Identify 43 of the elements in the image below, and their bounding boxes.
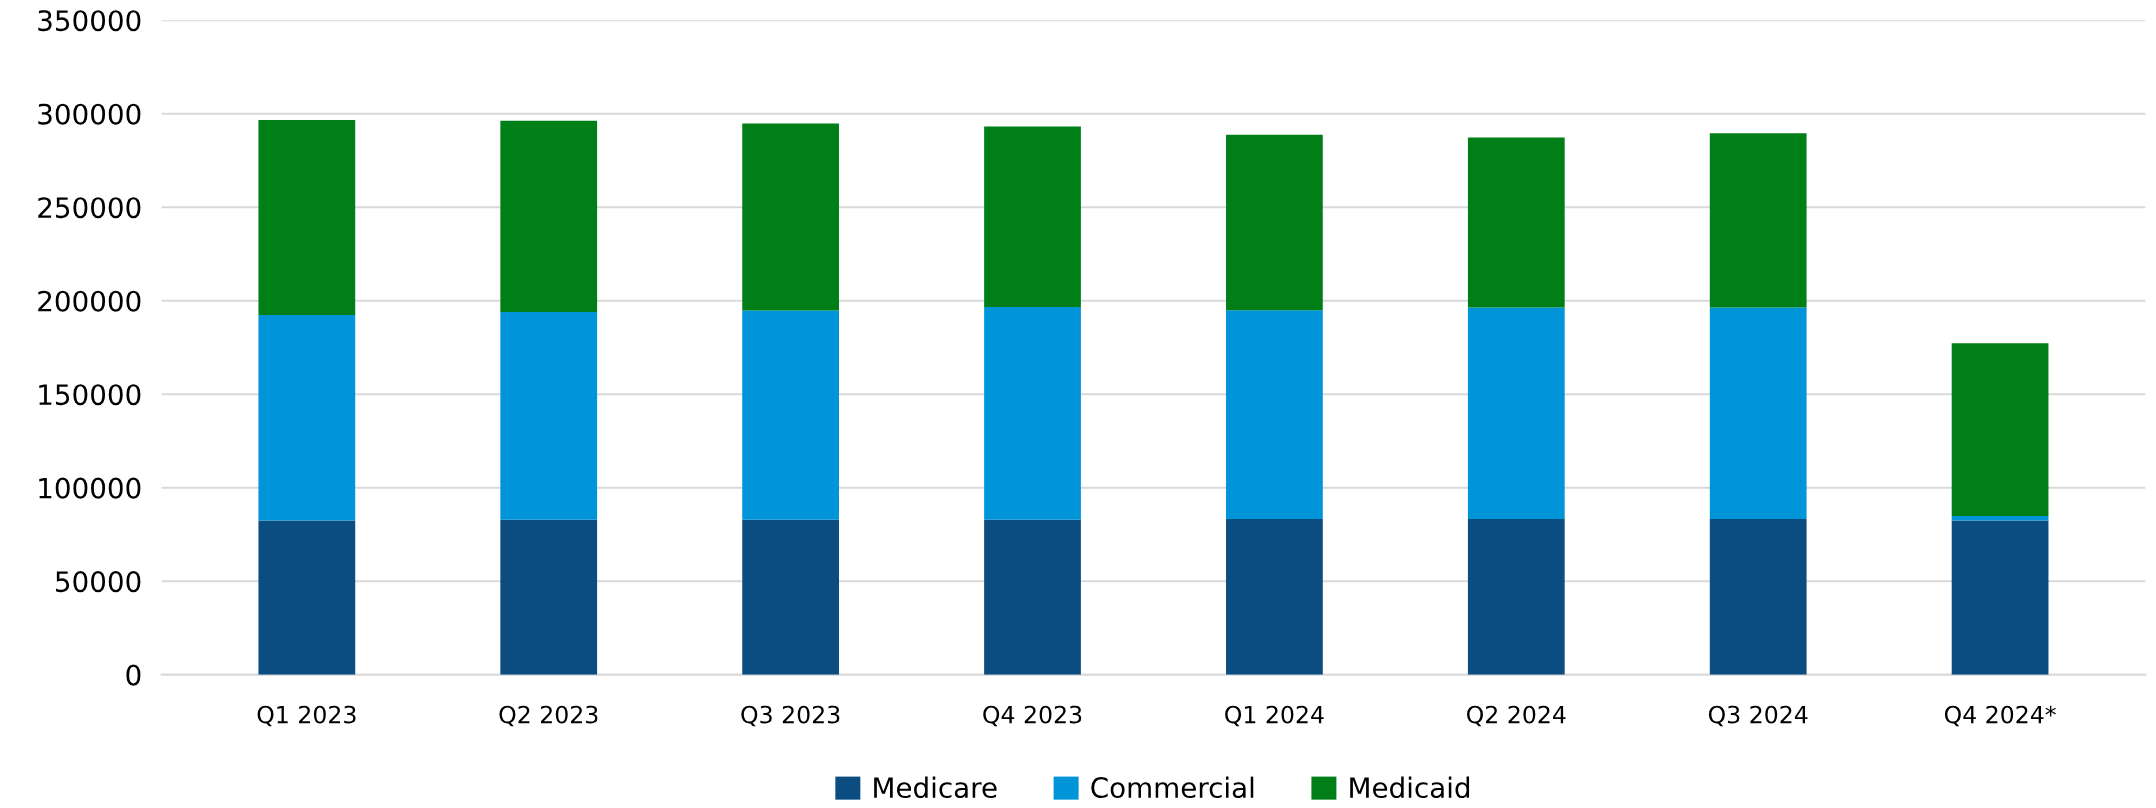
y-tick-label: 0 [126,664,141,686]
bar [742,123,839,311]
bar [1709,307,1807,520]
y-tick-label: 150000 [39,384,141,406]
bar [1467,307,1565,520]
bar [258,120,356,315]
y-tick-label: 50000 [56,571,141,593]
bar [258,314,356,521]
y-tick-label: 200000 [38,290,141,312]
bar [500,312,598,520]
bar [1226,519,1323,675]
bar [1709,133,1807,308]
bar [984,126,1081,308]
x-tick-label: Q2 2023 [499,705,598,727]
y-tick-label: 350000 [38,10,141,32]
bar [1951,520,2049,675]
x-tick-label: Q4 2024* [1944,705,2056,727]
bar [1226,134,1323,311]
x-tick-label: Q2 2024 [1467,705,1566,727]
bar [1226,310,1323,520]
bar [1467,137,1565,308]
y-tick-label: 300000 [38,103,141,125]
bar [984,519,1081,675]
bar [1951,516,2049,521]
x-tick-label: Q4 2023 [983,705,1082,727]
y-tick-label: 100000 [39,477,141,499]
bar [984,307,1081,520]
x-tick-label: Q1 2024 [1225,705,1324,727]
x-tick-label: Q3 2023 [741,705,840,727]
bar [1951,343,2049,517]
bar [1709,519,1807,675]
bar [742,310,839,520]
legend-label: Medicare [874,776,997,799]
bar [1467,519,1565,675]
bar [500,519,598,675]
bar [500,120,598,313]
bar [742,519,839,675]
x-tick-label: Q1 2023 [257,705,356,727]
legend-label: Commercial [1091,776,1254,799]
bar [258,520,356,675]
x-tick-label: Q3 2024 [1708,705,1808,727]
legend-label: Medicaid [1350,776,1470,799]
y-tick-label: 250000 [38,197,141,219]
